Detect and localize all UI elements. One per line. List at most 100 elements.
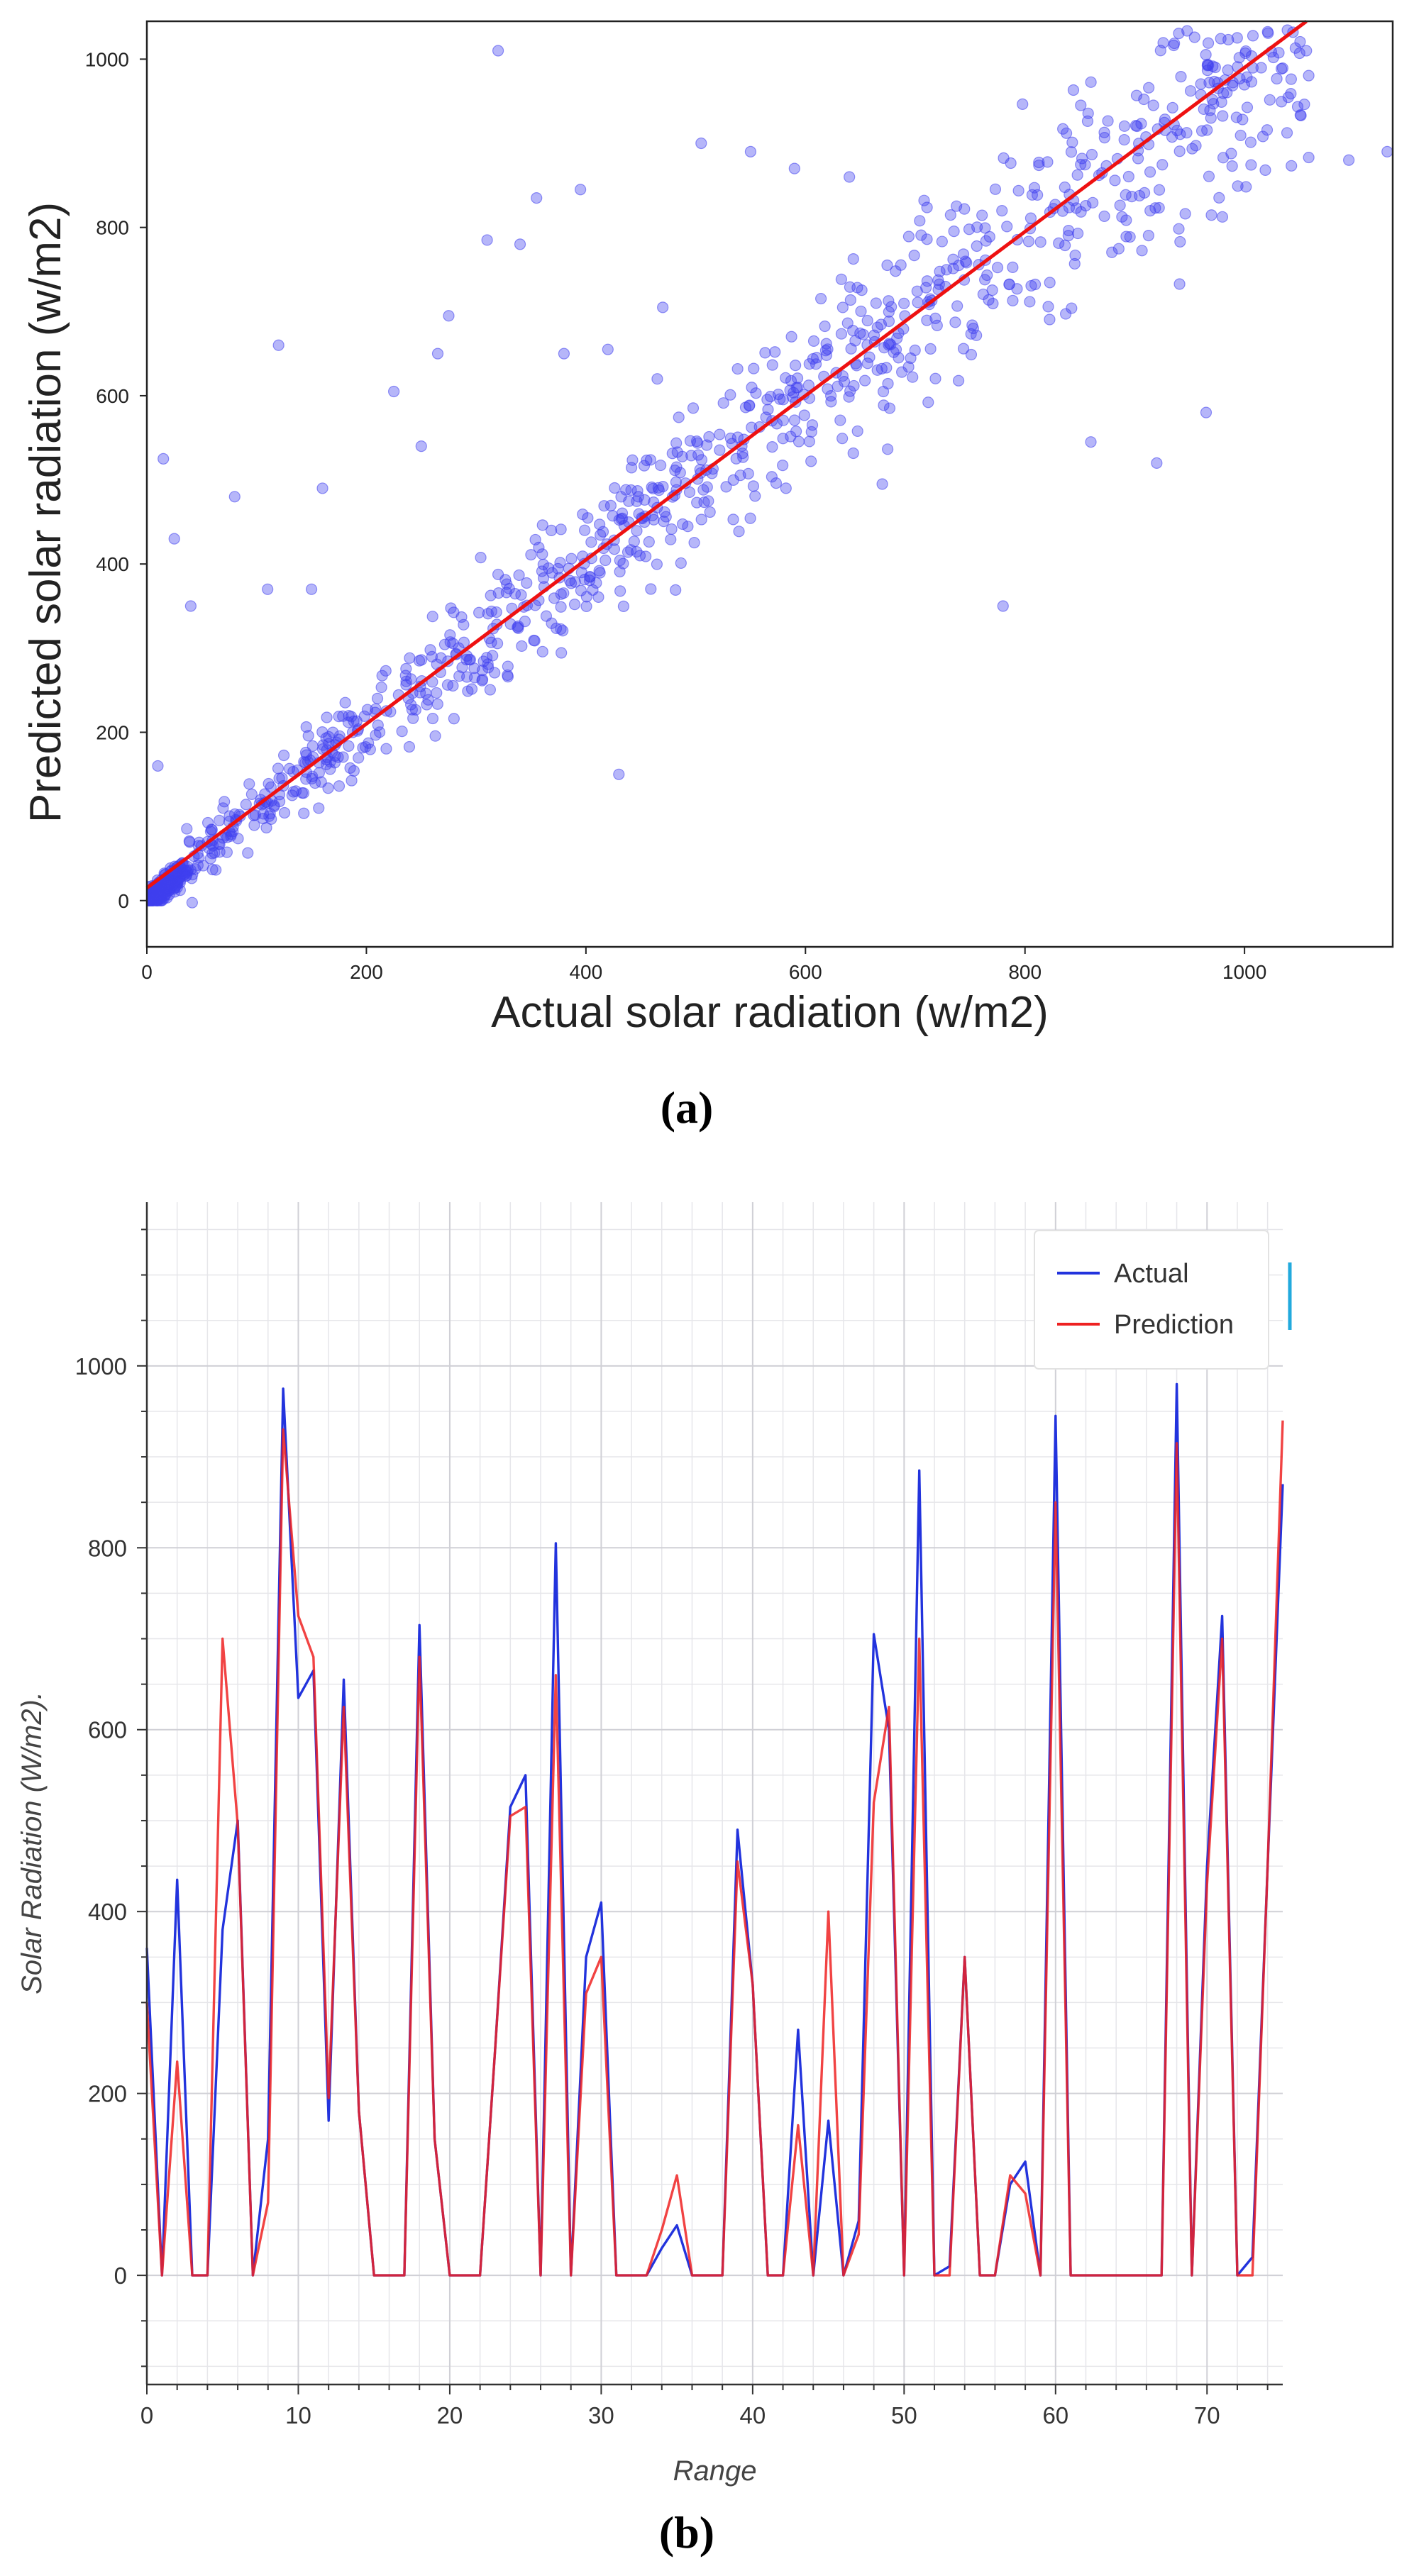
scatter-point	[228, 491, 241, 503]
scatter-point	[364, 743, 376, 755]
scatter-point	[1173, 223, 1185, 235]
scatter-point	[1122, 170, 1134, 183]
line-y-axis-label: Solar Radiation (W/m2).	[16, 1692, 48, 1994]
panel-a-caption: (a)	[661, 1082, 714, 1133]
scatter-point	[376, 670, 388, 682]
scatter-point	[908, 250, 920, 262]
scatter-point	[921, 275, 933, 287]
scatter-point	[683, 486, 696, 499]
scatter-point	[558, 348, 570, 360]
scatter-point	[815, 292, 827, 305]
scatter-point	[819, 320, 831, 333]
scatter-point	[168, 533, 180, 545]
scatter-point	[509, 587, 521, 600]
scatter-point	[491, 638, 504, 650]
scatter-point	[921, 201, 933, 213]
scatter-point	[1114, 199, 1126, 211]
scatter-point	[1237, 113, 1249, 126]
scatter-point	[484, 684, 496, 696]
scatter-point	[492, 568, 504, 581]
scatter-point	[929, 372, 941, 384]
scatter-point	[727, 513, 739, 526]
scatter-point	[1063, 201, 1076, 213]
scatter-point	[1017, 98, 1029, 110]
line-plot-background	[147, 1202, 1283, 2385]
scatter-point	[644, 454, 657, 466]
scatter-point	[1136, 245, 1148, 257]
scatter-point	[1381, 145, 1393, 157]
scatter-point	[1184, 85, 1197, 97]
scatter-point	[380, 743, 392, 755]
scatter-point	[747, 480, 760, 492]
scatter-point	[1225, 148, 1237, 160]
scatter-point	[458, 636, 470, 648]
scatter-point	[337, 751, 349, 763]
scatter-point	[147, 889, 158, 901]
scatter-point	[1098, 132, 1110, 144]
scatter-point	[674, 467, 686, 479]
scatter-point	[924, 343, 937, 355]
scatter-point	[565, 553, 578, 565]
scatter-point	[555, 601, 567, 613]
scatter-point	[1024, 296, 1036, 308]
scatter-point	[1286, 160, 1298, 172]
scatter-point	[760, 411, 772, 423]
scatter-point	[536, 645, 548, 657]
scatter-point	[1154, 45, 1166, 57]
scatter-point	[948, 226, 960, 238]
scatter-point	[1230, 111, 1242, 123]
scatter-point	[744, 145, 757, 157]
scatter-point	[317, 739, 329, 751]
scatter-point	[564, 574, 576, 587]
scatter-point	[1144, 166, 1156, 178]
scatter-point	[706, 467, 718, 479]
scatter-point	[181, 823, 193, 835]
scatter-point	[666, 448, 678, 460]
scatter-point	[1241, 101, 1254, 113]
scatter-point	[617, 600, 630, 612]
scatter-point	[631, 525, 643, 537]
scatter-point	[902, 361, 915, 373]
scatter-point	[632, 491, 644, 503]
scatter-point	[933, 278, 945, 290]
line-y-tick-label: 200	[88, 2081, 127, 2107]
scatter-point	[737, 451, 749, 463]
scatter-point	[764, 390, 777, 403]
scatter-point	[625, 544, 637, 556]
scatter-point	[1208, 75, 1220, 88]
scatter-y-tick-label: 600	[96, 385, 129, 407]
scatter-point	[546, 524, 558, 536]
scatter-point	[746, 382, 758, 394]
scatter-y-tick-label: 200	[96, 721, 129, 743]
scatter-point	[1131, 120, 1143, 133]
scatter-point	[907, 371, 919, 383]
scatter-point	[460, 653, 473, 666]
scatter-point	[1245, 76, 1258, 88]
scatter-point	[396, 726, 408, 738]
scatter-point	[502, 671, 514, 683]
scatter-point	[445, 602, 457, 614]
scatter-point	[695, 137, 707, 150]
scatter-point	[183, 835, 195, 847]
scatter-point	[613, 513, 625, 526]
scatter-point	[1067, 84, 1080, 96]
scatter-point	[1174, 235, 1186, 248]
scatter-point	[957, 248, 970, 260]
line-x-tick-label: 30	[588, 2402, 614, 2428]
scatter-point	[1262, 27, 1274, 39]
legend-label: Prediction	[1114, 1310, 1234, 1340]
scatter-point	[404, 652, 416, 664]
scatter-point	[609, 482, 621, 494]
scatter-point	[409, 704, 421, 716]
scatter-point	[921, 314, 933, 326]
scatter-point	[733, 526, 745, 538]
scatter-point	[373, 726, 386, 738]
scatter-point	[835, 273, 847, 285]
scatter-point	[911, 285, 923, 297]
scatter-point	[537, 558, 549, 571]
scatter-point	[1007, 294, 1019, 306]
scatter-point	[1085, 76, 1097, 88]
scatter-point	[834, 414, 846, 426]
scatter-point	[780, 482, 792, 494]
